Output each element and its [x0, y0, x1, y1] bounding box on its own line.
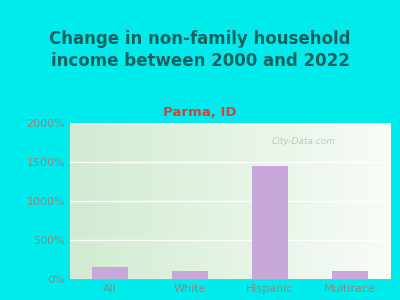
- Bar: [172, 271, 208, 279]
- Text: City-Data.com: City-Data.com: [272, 137, 336, 146]
- Bar: [332, 271, 368, 279]
- Bar: [92, 267, 128, 279]
- Text: Parma, ID: Parma, ID: [163, 106, 237, 119]
- Bar: [252, 166, 288, 279]
- Text: Change in non-family household
income between 2000 and 2022: Change in non-family household income be…: [49, 30, 351, 70]
